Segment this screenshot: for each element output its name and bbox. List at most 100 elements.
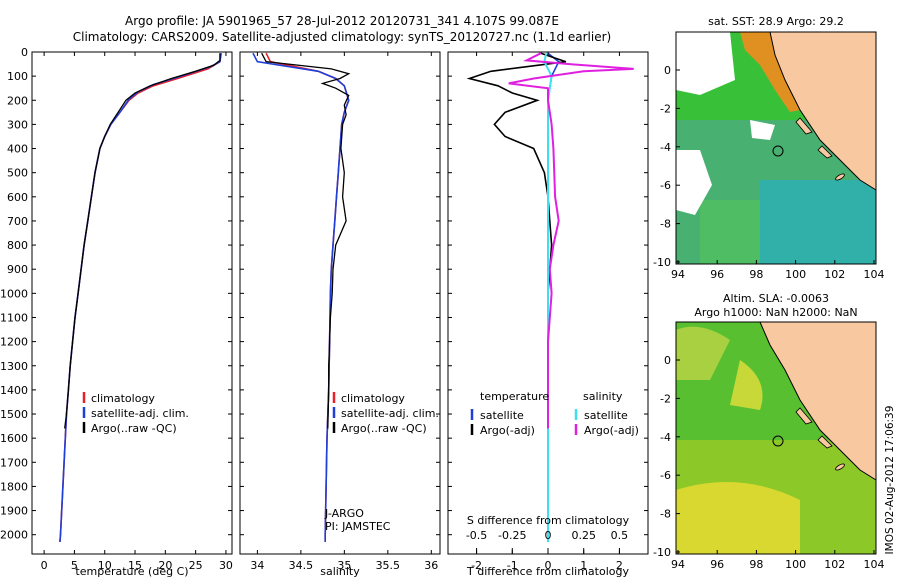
series-line-climatology [59, 53, 222, 542]
temperature-panel: 0 5 10 15 20 25 300100200300400500600700800900… [0, 46, 233, 578]
x-tick-label: 15 [128, 559, 142, 572]
map-x-tick-label: 102 [824, 558, 845, 571]
sst-data-gap [676, 32, 735, 95]
sla-high-region [676, 482, 800, 554]
s-axis-label: S difference from climatology [467, 514, 630, 527]
map-x-tick-label: 104 [864, 558, 885, 571]
s-tick-label: -0.25 [498, 529, 526, 542]
map-y-tick-label: -6 [660, 469, 671, 482]
legend-label: satellite [480, 409, 524, 422]
y-tick-label: 400 [7, 143, 28, 156]
sst-land [770, 32, 876, 190]
salinity-panel: 34 34.5 35 35.5 36 salinity climatology satelli… [239, 51, 441, 578]
y-tick-label: 300 [7, 118, 28, 131]
x-axis-label: salinity [320, 565, 360, 578]
s-tick-label: 0.5 [611, 529, 629, 542]
y-tick-label: 1900 [0, 505, 28, 518]
difference-panel: -2 -1 0 1 2T difference from climatology temp… [447, 51, 649, 578]
legend-label: Argo(-adj) [480, 424, 535, 437]
series-line-satellite-adj-clim- [252, 52, 350, 542]
sst-frame [675, 31, 877, 265]
sst-island [817, 145, 833, 159]
legend-label: satellite [584, 409, 628, 422]
sst-cool-region [700, 200, 760, 264]
sla-map-title-2: Argo h1000: NaN h2000: NaN [694, 306, 857, 319]
x-tick-label: 34.5 [289, 559, 314, 572]
map-y-tick-label: -4 [660, 431, 671, 444]
s-tick-label: 0.25 [571, 529, 596, 542]
y-tick-label: 0 [21, 46, 28, 59]
series-line-temperature-argo-adj- [466, 52, 567, 429]
map-x-tick-label: 104 [864, 268, 885, 281]
y-tick-label: 1600 [0, 432, 28, 445]
legend-label: Argo(-adj) [584, 424, 639, 437]
x-tick-label: 2 [616, 559, 623, 572]
map-y-tick-label: -10 [653, 256, 671, 269]
map-y-tick-label: -10 [653, 546, 671, 559]
y-tick-label: 700 [7, 215, 28, 228]
series-line-argo-raw-qc- [64, 53, 221, 429]
y-tick-label: 1300 [0, 360, 28, 373]
s-tick-label: 0 [545, 529, 552, 542]
x-axis-label: temperature (deg C) [75, 565, 188, 578]
x-tick-label: 35 [337, 559, 351, 572]
sla-high-region [676, 326, 730, 380]
map-y-tick-label: -8 [660, 218, 671, 231]
x-tick-label: 10 [98, 559, 112, 572]
y-tick-label: 800 [7, 239, 28, 252]
legend-label: climatology [341, 392, 405, 405]
sla-coastline [759, 321, 877, 481]
sla-island [835, 463, 845, 471]
x-tick-label: -2 [471, 559, 482, 572]
legend-label: Argo(..raw -QC) [341, 422, 427, 435]
y-tick-label: 1800 [0, 480, 28, 493]
title-line-2: Climatology: CARS2009. Satellite-adjuste… [73, 30, 611, 44]
x-tick-label: 34 [250, 559, 264, 572]
series-line-climatology [265, 52, 350, 542]
x-tick-label: 0 [41, 559, 48, 572]
map-x-tick-label: 96 [710, 268, 724, 281]
sla-frame [675, 321, 877, 555]
map-y-tick-label: -8 [660, 508, 671, 521]
y-tick-label: 1700 [0, 456, 28, 469]
y-tick-label: 1200 [0, 336, 28, 349]
map-x-tick-label: 94 [671, 268, 685, 281]
series-line-argo-raw-qc- [261, 52, 351, 429]
sla-argo-marker [772, 435, 784, 447]
float-pi: PI: JAMSTEC [325, 520, 391, 533]
x-tick-label: 5 [71, 559, 78, 572]
sla-map: Altim. SLA: -0.0063 Argo h1000: NaN h200… [653, 292, 884, 571]
x-tick-label: 30 [219, 559, 233, 572]
series-line-salinity-argo-adj- [508, 52, 634, 429]
y-tick-label: 900 [7, 263, 28, 276]
x-tick-label: 0 [545, 559, 552, 572]
sla-map-title-1: Altim. SLA: -0.0063 [723, 292, 829, 305]
x-axis-label: T difference from climatology [466, 565, 629, 578]
sla-land [760, 322, 876, 480]
series-line-satellite-adj-clim- [59, 53, 222, 542]
x-tick-label: 36 [424, 559, 438, 572]
map-y-tick-label: -2 [660, 392, 671, 405]
sst-data-gap [750, 120, 775, 140]
legend-title-temperature: temperature [480, 390, 549, 403]
sla-island [817, 435, 833, 449]
series-line-temperature-satellite [547, 52, 560, 542]
sla-high-region [730, 360, 763, 410]
x-tick-label: 35.5 [376, 559, 401, 572]
map-y-tick-label: -6 [660, 179, 671, 192]
map-x-tick-label: 94 [671, 558, 685, 571]
x-tick-label: 1 [580, 559, 587, 572]
y-tick-label: 2000 [0, 529, 28, 542]
x-tick-label: 25 [189, 559, 203, 572]
map-x-tick-label: 96 [710, 558, 724, 571]
sla-axis: 94 96 98 100 102 104 0 -2 -4 -6 -8 -10 [653, 354, 884, 571]
legend-title-salinity: salinity [583, 390, 623, 403]
title-line-1: Argo profile: JA 5901965_57 28-Jul-2012 … [125, 14, 559, 28]
y-tick-label: 500 [7, 167, 28, 180]
sla-island [795, 407, 813, 425]
y-tick-label: 200 [7, 94, 28, 107]
y-tick-label: 600 [7, 191, 28, 204]
footer-stamp: IMOS 02-Aug-2012 17:06:39 [884, 406, 896, 555]
plot-frame [31, 51, 233, 555]
